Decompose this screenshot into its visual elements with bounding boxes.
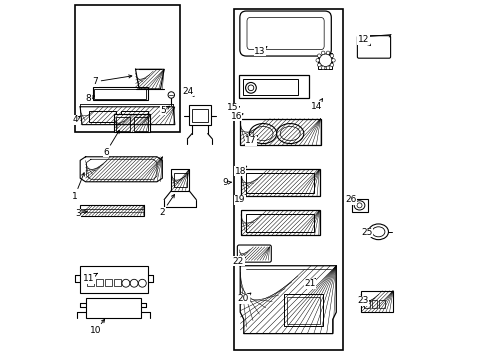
Bar (246, 173, 313, 193)
Bar (85, 298, 141, 318)
Bar (240, 118, 320, 145)
Polygon shape (80, 157, 162, 182)
Bar (121, 111, 148, 122)
Bar (116, 117, 130, 131)
FancyBboxPatch shape (246, 18, 324, 50)
Bar (286, 297, 320, 324)
Ellipse shape (317, 63, 320, 67)
Bar (233, 9, 342, 350)
Text: 6: 6 (103, 130, 119, 157)
Bar (173, 173, 186, 187)
Text: 21: 21 (304, 279, 315, 288)
Bar (371, 300, 376, 307)
Text: 23: 23 (357, 296, 368, 305)
Bar (318, 53, 331, 69)
Polygon shape (135, 69, 164, 89)
Text: 17: 17 (244, 136, 257, 145)
Ellipse shape (245, 82, 256, 93)
Text: 16: 16 (230, 112, 243, 121)
Text: 7: 7 (92, 75, 132, 86)
Text: 9: 9 (222, 178, 231, 187)
Polygon shape (80, 107, 175, 125)
Bar (80, 266, 148, 293)
FancyBboxPatch shape (357, 36, 390, 58)
Ellipse shape (353, 201, 364, 210)
Ellipse shape (321, 66, 325, 69)
Text: 5: 5 (160, 106, 169, 115)
Bar (239, 75, 308, 98)
Ellipse shape (280, 126, 300, 141)
Ellipse shape (249, 123, 276, 144)
Text: 2: 2 (159, 194, 174, 217)
FancyBboxPatch shape (237, 245, 271, 262)
Ellipse shape (367, 224, 387, 240)
Ellipse shape (315, 59, 319, 62)
Bar (378, 300, 384, 307)
Bar (105, 279, 111, 287)
Bar (241, 210, 319, 235)
FancyBboxPatch shape (240, 11, 331, 56)
Text: 18: 18 (234, 166, 246, 176)
Bar (246, 214, 313, 232)
Text: 22: 22 (232, 257, 245, 266)
Bar (80, 205, 144, 216)
Ellipse shape (356, 203, 361, 208)
Ellipse shape (168, 92, 174, 98)
Bar (87, 279, 94, 287)
Bar (89, 111, 116, 122)
Ellipse shape (325, 51, 329, 55)
Bar (134, 117, 148, 131)
Bar (192, 109, 207, 122)
Text: 11: 11 (82, 273, 97, 283)
Bar (93, 87, 148, 100)
Ellipse shape (253, 126, 272, 141)
Ellipse shape (331, 59, 335, 62)
Text: 12: 12 (357, 35, 370, 45)
Text: 24: 24 (183, 87, 194, 96)
Polygon shape (240, 266, 336, 334)
Text: 26: 26 (344, 195, 356, 204)
Bar (351, 199, 367, 212)
Text: 20: 20 (237, 293, 250, 303)
Ellipse shape (276, 123, 303, 144)
Ellipse shape (325, 66, 329, 69)
Text: 1: 1 (72, 173, 84, 201)
Bar (189, 105, 210, 125)
Ellipse shape (138, 279, 146, 287)
Ellipse shape (130, 279, 138, 287)
Ellipse shape (247, 85, 253, 91)
Ellipse shape (329, 63, 333, 67)
Bar (360, 291, 392, 312)
Bar (75, 5, 180, 132)
Text: 25: 25 (361, 228, 372, 237)
Text: 3: 3 (75, 210, 87, 219)
Text: 19: 19 (234, 195, 246, 204)
Text: 4: 4 (72, 116, 81, 125)
Text: 10: 10 (90, 319, 104, 335)
Bar (283, 294, 323, 327)
Text: 14: 14 (311, 99, 322, 111)
Ellipse shape (122, 279, 130, 287)
Bar (242, 79, 298, 95)
Bar (364, 300, 369, 307)
Bar (241, 169, 319, 196)
Bar (171, 169, 189, 191)
Text: 8: 8 (85, 94, 94, 103)
Ellipse shape (371, 227, 384, 237)
Text: 13: 13 (254, 46, 266, 56)
Text: 15: 15 (227, 103, 239, 112)
Ellipse shape (319, 54, 331, 67)
Bar (114, 279, 121, 287)
Bar (114, 114, 149, 132)
Ellipse shape (321, 51, 325, 55)
Bar (94, 89, 146, 99)
Ellipse shape (329, 54, 333, 58)
Ellipse shape (317, 54, 320, 58)
Bar (96, 279, 102, 287)
